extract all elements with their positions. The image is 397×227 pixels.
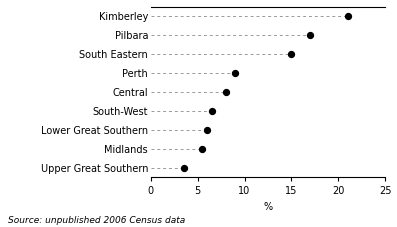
Point bbox=[208, 109, 215, 113]
Text: Source: unpublished 2006 Census data: Source: unpublished 2006 Census data bbox=[8, 216, 185, 225]
Point bbox=[307, 33, 313, 37]
Point bbox=[288, 52, 295, 56]
X-axis label: %: % bbox=[264, 202, 272, 212]
Point bbox=[181, 166, 187, 169]
Point bbox=[345, 15, 351, 18]
Point bbox=[204, 128, 210, 132]
Point bbox=[199, 147, 206, 151]
Point bbox=[232, 71, 238, 75]
Point bbox=[223, 90, 229, 94]
